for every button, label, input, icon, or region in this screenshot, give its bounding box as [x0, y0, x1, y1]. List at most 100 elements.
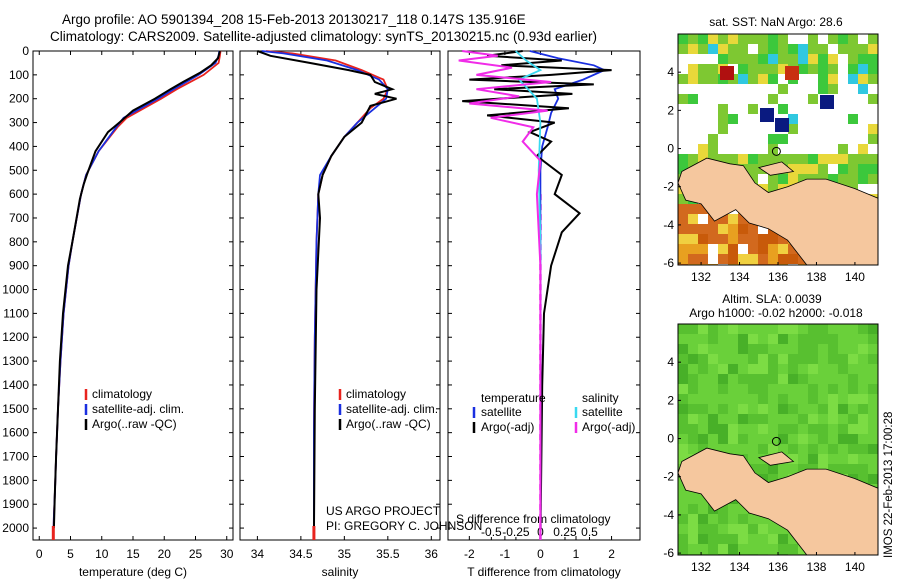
sla-cell	[798, 344, 808, 354]
sla-cell	[768, 364, 778, 374]
sla-cell	[798, 394, 808, 404]
sst-cell	[828, 74, 838, 84]
sst-cell	[788, 44, 798, 54]
sla-cell	[808, 354, 818, 364]
sla-cell	[868, 454, 878, 464]
sla-cell	[808, 454, 818, 464]
sla-cell	[858, 344, 868, 354]
sla-cell	[858, 414, 868, 424]
sst-cell	[728, 44, 738, 54]
sla-cell	[828, 334, 838, 344]
sst-cell	[678, 34, 688, 44]
y-tick-label: 100	[9, 68, 29, 82]
sla-cell	[778, 534, 788, 544]
sla-cell	[818, 384, 828, 394]
sst-cell	[728, 34, 738, 44]
sst-cell	[698, 64, 708, 74]
sst-cell	[808, 154, 818, 164]
sst-cell	[785, 66, 799, 80]
sla-cell	[678, 344, 688, 354]
sla-cell	[828, 354, 838, 364]
sst-cell	[768, 254, 778, 264]
y-tick-label: 1400	[2, 378, 29, 392]
sla-cell	[828, 414, 838, 424]
sst-cell	[748, 254, 758, 264]
sla-cell	[688, 394, 698, 404]
sla-cell	[678, 324, 688, 334]
sst-cell	[738, 64, 748, 74]
sla-cell	[728, 504, 738, 514]
sla-cell	[798, 414, 808, 424]
sst-cell	[748, 34, 758, 44]
sla-cell	[798, 374, 808, 384]
sla-cell	[728, 414, 738, 424]
sst-cell	[768, 234, 778, 244]
sla-cell	[788, 394, 798, 404]
sla-cell	[718, 364, 728, 374]
sla-cell	[728, 384, 738, 394]
sla-cell	[678, 404, 688, 414]
sst-cell	[828, 54, 838, 64]
sla-cell	[848, 444, 858, 454]
sst-cell	[688, 254, 698, 264]
sst_map-y-tick-label: -4	[663, 218, 674, 232]
sla-cell	[828, 434, 838, 444]
sla-cell	[698, 494, 708, 504]
sla-cell	[858, 354, 868, 364]
sla_map: -6 -4 -2 0 2 4 132 134 136 138 140 Altim. SLA: 0.00…	[663, 292, 879, 574]
sst-cell	[820, 95, 834, 109]
sst-cell	[808, 34, 818, 44]
sla-cell	[678, 414, 688, 424]
sst-cell	[778, 64, 788, 74]
sla-cell	[748, 364, 758, 374]
sst-cell	[788, 174, 798, 184]
sla-cell	[778, 364, 788, 374]
sst-cell	[868, 174, 878, 184]
sst-cell	[718, 244, 728, 254]
difference-x-tick-label: -1	[500, 547, 511, 561]
sst-cell	[788, 164, 798, 174]
sst-cell	[778, 134, 788, 144]
sla-cell	[738, 434, 748, 444]
sst-cell	[788, 54, 798, 64]
sla-cell	[768, 524, 778, 534]
sla-cell	[768, 374, 778, 384]
sst_map-y-tick-label: 2	[667, 103, 674, 117]
y-tick-label: 1200	[2, 330, 29, 344]
sst-cell	[778, 174, 788, 184]
sla-cell	[718, 414, 728, 424]
sst-cell	[748, 174, 758, 184]
sst-cell	[738, 254, 748, 264]
sla-cell	[828, 404, 838, 414]
sla-cell	[808, 404, 818, 414]
sla_map-x-tick-label: 132	[691, 560, 711, 574]
sla-cell	[798, 464, 808, 474]
sla-cell	[708, 534, 718, 544]
sla-cell	[848, 424, 858, 434]
sla-cell	[688, 374, 698, 384]
sla-cell	[758, 424, 768, 434]
sst-cell	[818, 64, 828, 74]
difference-s-axis-label: S difference from climatology	[456, 512, 611, 526]
sla-cell	[828, 344, 838, 354]
sla-cell	[708, 344, 718, 354]
sla-cell	[688, 384, 698, 394]
sla-cell	[808, 444, 818, 454]
difference-series-satellite_s	[514, 50, 543, 540]
sla-cell	[688, 444, 698, 454]
sla-cell	[828, 394, 838, 404]
sla-cell	[788, 354, 798, 364]
sst-cell	[828, 84, 838, 94]
sla-cell	[758, 384, 768, 394]
sst-cell	[848, 34, 858, 44]
sla-cell	[718, 524, 728, 534]
sst-cell	[778, 234, 788, 244]
sst-cell	[678, 44, 688, 54]
sst-cell	[778, 54, 788, 64]
sla-cell	[798, 334, 808, 344]
sla-cell	[678, 394, 688, 404]
sst-cell	[838, 144, 848, 154]
sla-cell	[808, 424, 818, 434]
sst-cell	[728, 214, 738, 224]
sla-cell	[858, 434, 868, 444]
